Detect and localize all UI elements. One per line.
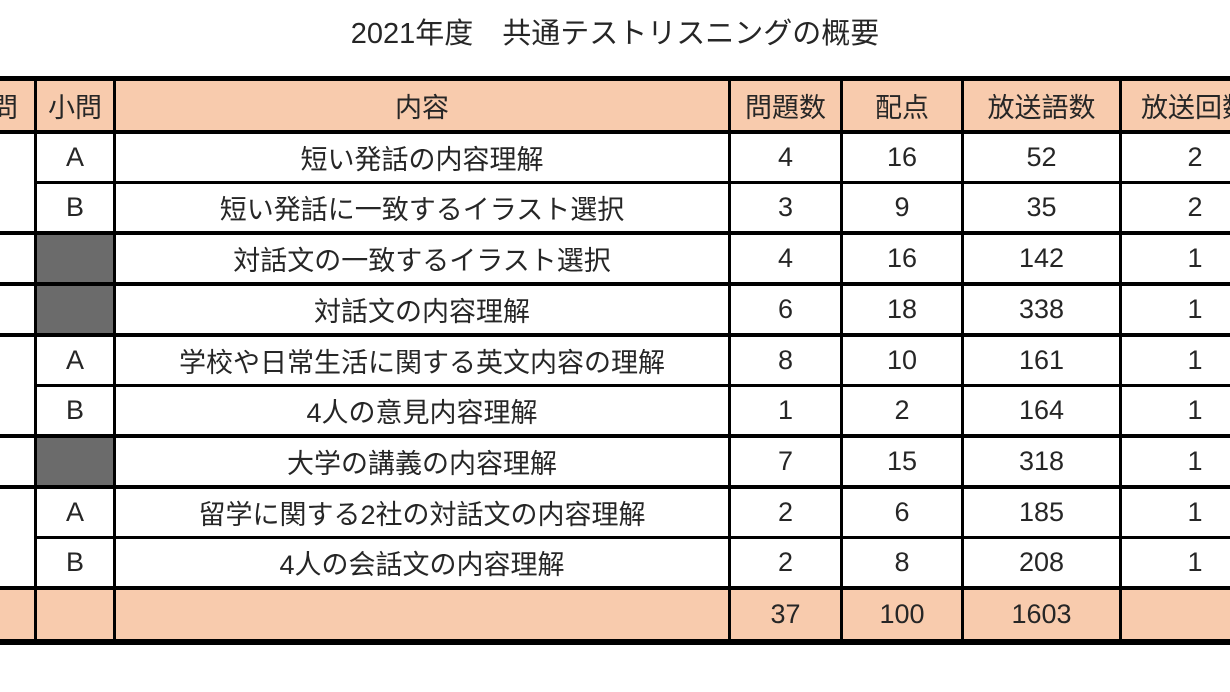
mondaisu-cell: 1 <box>728 384 843 438</box>
header-row: 大問 小問 内容 問題数 配点 放送語数 放送回数 <box>0 77 1230 134</box>
total-haiten-cell: 100 <box>840 586 964 644</box>
hoso-gosu-cell: 208 <box>961 536 1122 590</box>
shoumon-cell-blocked <box>34 434 116 489</box>
hoso-kaisu-cell: 2 <box>1119 130 1230 184</box>
mondaisu-cell: 2 <box>728 485 843 539</box>
mondaisu-cell: 6 <box>728 282 843 337</box>
shoumon-cell <box>34 586 116 644</box>
total-hoso-kaisu-cell <box>1119 586 1230 644</box>
table-row: 1 A 短い発話の内容理解 4 16 52 2 <box>0 130 1230 235</box>
table-row: 5 大学の講義の内容理解 7 15 318 1 <box>0 434 1230 489</box>
hoso-kaisu-cell: 1 <box>1119 282 1230 337</box>
page-title: 2021年度 共通テストリスニングの概要 <box>350 18 880 50</box>
haiten-cell: 15 <box>840 434 964 489</box>
daimon-cell: 3 <box>0 282 37 337</box>
hoso-kaisu-cell: 1 <box>1119 384 1230 438</box>
shoumon-cell: B <box>34 536 116 590</box>
table-row: B 4人の会話文の内容理解 2 8 208 1 <box>0 536 1230 590</box>
shoumon-cell: B <box>34 181 116 235</box>
daimon-cell: 4 <box>0 333 37 438</box>
hoso-kaisu-cell: 1 <box>1119 333 1230 387</box>
col-header-naiyou: 内容 <box>113 77 731 134</box>
table-row: 6 A 留学に関する2社の対話文の内容理解 2 6 185 1 <box>0 485 1230 590</box>
table-row: B 短い発話に一致するイラスト選択 3 9 35 2 <box>0 181 1230 235</box>
naiyou-cell: 4人の会話文の内容理解 <box>113 536 731 590</box>
col-header-daimon: 大問 <box>0 77 37 134</box>
hoso-gosu-cell: 318 <box>961 434 1122 489</box>
hoso-kaisu-cell: 1 <box>1119 434 1230 489</box>
haiten-cell: 16 <box>840 130 964 184</box>
haiten-cell: 16 <box>840 231 964 286</box>
daimon-cell <box>0 586 37 644</box>
haiten-cell: 9 <box>840 181 964 235</box>
haiten-cell: 18 <box>840 282 964 337</box>
total-mondaisu-cell: 37 <box>728 586 843 644</box>
table-row: 2 対話文の一致するイラスト選択 4 16 142 1 <box>0 231 1230 286</box>
hoso-kaisu-cell: 1 <box>1119 231 1230 286</box>
shoumon-cell: A <box>34 485 116 539</box>
naiyou-cell: 短い発話に一致するイラスト選択 <box>113 181 731 235</box>
mondaisu-cell: 7 <box>728 434 843 489</box>
haiten-cell: 2 <box>840 384 964 438</box>
naiyou-cell: 大学の講義の内容理解 <box>113 434 731 489</box>
naiyou-cell: 学校や日常生活に関する英文内容の理解 <box>113 333 731 387</box>
col-header-hoso-kaisu: 放送回数 <box>1119 77 1230 134</box>
hoso-kaisu-cell: 1 <box>1119 485 1230 539</box>
hoso-gosu-cell: 161 <box>961 333 1122 387</box>
mondaisu-cell: 4 <box>728 130 843 184</box>
table-row: B 4人の意見内容理解 1 2 164 1 <box>0 384 1230 438</box>
shoumon-cell: A <box>34 130 116 184</box>
naiyou-cell <box>113 586 731 644</box>
haiten-cell: 10 <box>840 333 964 387</box>
hoso-kaisu-cell: 1 <box>1119 536 1230 590</box>
shoumon-cell-blocked <box>34 231 116 286</box>
hoso-gosu-cell: 164 <box>961 384 1122 438</box>
naiyou-cell: 留学に関する2社の対話文の内容理解 <box>113 485 731 539</box>
listening-summary-table: 大問 小問 内容 問題数 配点 放送語数 放送回数 1 A 短い発話の内容理解 … <box>0 76 1230 645</box>
daimon-cell: 2 <box>0 231 37 286</box>
mondaisu-cell: 4 <box>728 231 843 286</box>
shoumon-cell: B <box>34 384 116 438</box>
haiten-cell: 8 <box>840 536 964 590</box>
daimon-cell: 6 <box>0 485 37 590</box>
shoumon-cell-blocked <box>34 282 116 337</box>
total-hoso-gosu-cell: 1603 <box>961 586 1122 644</box>
col-header-haiten: 配点 <box>840 77 964 134</box>
hoso-kaisu-cell: 2 <box>1119 181 1230 235</box>
table-row: 3 対話文の内容理解 6 18 338 1 <box>0 282 1230 337</box>
shoumon-cell: A <box>34 333 116 387</box>
naiyou-cell: 対話文の内容理解 <box>113 282 731 337</box>
mondaisu-cell: 8 <box>728 333 843 387</box>
naiyou-cell: 短い発話の内容理解 <box>113 130 731 184</box>
hoso-gosu-cell: 142 <box>961 231 1122 286</box>
col-header-mondaisu: 問題数 <box>728 77 843 134</box>
mondaisu-cell: 2 <box>728 536 843 590</box>
hoso-gosu-cell: 185 <box>961 485 1122 539</box>
total-row: 37 100 1603 <box>0 586 1230 644</box>
col-header-shoumon: 小問 <box>34 77 116 134</box>
haiten-cell: 6 <box>840 485 964 539</box>
hoso-gosu-cell: 338 <box>961 282 1122 337</box>
hoso-gosu-cell: 52 <box>961 130 1122 184</box>
hoso-gosu-cell: 35 <box>961 181 1122 235</box>
table-row: 4 A 学校や日常生活に関する英文内容の理解 8 10 161 1 <box>0 333 1230 438</box>
mondaisu-cell: 3 <box>728 181 843 235</box>
daimon-cell: 5 <box>0 434 37 489</box>
naiyou-cell: 対話文の一致するイラスト選択 <box>113 231 731 286</box>
col-header-hoso-gosu: 放送語数 <box>961 77 1122 134</box>
summary-table: 大問 小問 内容 問題数 配点 放送語数 放送回数 1 A 短い発話の内容理解 … <box>0 76 1230 645</box>
daimon-cell: 1 <box>0 130 37 235</box>
naiyou-cell: 4人の意見内容理解 <box>113 384 731 438</box>
